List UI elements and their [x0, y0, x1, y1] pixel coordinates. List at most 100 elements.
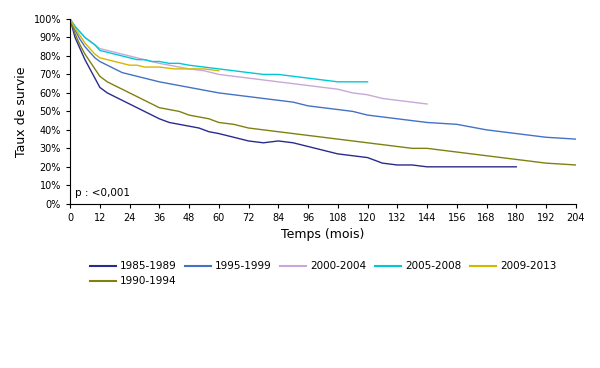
1985-1989 [176, 122, 183, 127]
2000-2004 [133, 56, 140, 60]
1990-1994 [542, 161, 550, 165]
1985-1989 [453, 164, 460, 169]
1995-1999 [349, 109, 356, 114]
1990-1994 [483, 153, 490, 158]
1985-1989 [349, 153, 356, 158]
2009-2013 [76, 33, 83, 38]
1990-1994 [512, 157, 520, 162]
1990-1994 [230, 122, 237, 127]
1990-1994 [91, 67, 98, 71]
1990-1994 [126, 91, 133, 95]
1995-1999 [319, 106, 326, 110]
2000-2004 [96, 46, 103, 51]
1995-1999 [133, 74, 140, 78]
1985-1989 [215, 131, 223, 136]
2009-2013 [119, 61, 126, 66]
1995-1999 [483, 128, 490, 132]
1995-1999 [453, 122, 460, 127]
2009-2013 [111, 59, 118, 64]
2005-2008 [275, 72, 282, 77]
1985-1989 [148, 113, 155, 117]
2005-2008 [319, 78, 326, 82]
2000-2004 [185, 67, 193, 71]
2000-2004 [91, 43, 98, 47]
1985-1989 [483, 164, 490, 169]
2000-2004 [82, 35, 89, 40]
1990-1994 [245, 126, 252, 130]
2000-2004 [71, 24, 79, 29]
1995-1999 [424, 120, 431, 125]
1995-1999 [126, 72, 133, 77]
1985-1989 [119, 98, 126, 103]
1985-1989 [205, 130, 212, 134]
1985-1989 [409, 163, 416, 167]
2000-2004 [409, 100, 416, 105]
Legend: 1985-1989, 1990-1994, 1995-1999, 2000-2004, 2005-2008, 2009-2013: 1985-1989, 1990-1994, 1995-1999, 2000-20… [85, 257, 560, 291]
Line: 2005-2008: 2005-2008 [70, 19, 368, 82]
1995-1999 [205, 89, 212, 93]
1995-1999 [196, 87, 203, 91]
1985-1989 [196, 126, 203, 130]
1985-1989 [230, 135, 237, 139]
1990-1994 [379, 142, 386, 147]
1990-1994 [424, 146, 431, 151]
1990-1994 [572, 163, 580, 167]
1990-1994 [409, 146, 416, 151]
2000-2004 [424, 102, 431, 106]
2000-2004 [260, 78, 267, 82]
2005-2008 [111, 52, 118, 56]
2000-2004 [141, 57, 148, 62]
1985-1989 [71, 35, 79, 40]
1995-1999 [176, 83, 183, 88]
1990-1994 [82, 52, 89, 56]
1995-1999 [304, 104, 311, 108]
1990-1994 [111, 83, 118, 88]
2000-2004 [230, 74, 237, 78]
2009-2013 [141, 65, 148, 69]
1990-1994 [176, 109, 183, 114]
2009-2013 [86, 46, 94, 51]
2009-2013 [170, 67, 178, 71]
2000-2004 [156, 61, 163, 66]
Line: 2000-2004: 2000-2004 [70, 19, 427, 104]
1985-1989 [364, 155, 371, 160]
1995-1999 [215, 91, 223, 95]
2009-2013 [71, 26, 79, 31]
1985-1989 [379, 161, 386, 165]
1990-1994 [394, 144, 401, 149]
1985-1989 [111, 95, 118, 99]
2000-2004 [349, 91, 356, 95]
1990-1994 [260, 128, 267, 132]
1990-1994 [76, 43, 83, 47]
1990-1994 [156, 106, 163, 110]
1990-1994 [215, 120, 223, 125]
1995-1999 [364, 113, 371, 117]
2005-2008 [82, 35, 89, 40]
1985-1989 [260, 141, 267, 145]
1985-1989 [126, 102, 133, 106]
2005-2008 [176, 61, 183, 66]
2005-2008 [185, 63, 193, 67]
1990-1994 [141, 98, 148, 103]
2009-2013 [126, 63, 133, 67]
1990-1994 [166, 107, 173, 112]
1990-1994 [185, 113, 193, 117]
2009-2013 [200, 67, 208, 71]
2009-2013 [96, 56, 103, 60]
1995-1999 [275, 98, 282, 103]
1995-1999 [572, 137, 580, 141]
2000-2004 [119, 52, 126, 56]
2005-2008 [148, 59, 155, 64]
1990-1994 [364, 141, 371, 145]
1995-1999 [82, 45, 89, 49]
1995-1999 [512, 131, 520, 136]
1990-1994 [86, 59, 94, 64]
2005-2008 [334, 79, 341, 84]
2005-2008 [304, 76, 311, 80]
2000-2004 [166, 63, 173, 67]
2009-2013 [185, 67, 193, 71]
2000-2004 [148, 59, 155, 64]
2009-2013 [104, 57, 111, 62]
2005-2008 [349, 79, 356, 84]
1990-1994 [304, 133, 311, 138]
